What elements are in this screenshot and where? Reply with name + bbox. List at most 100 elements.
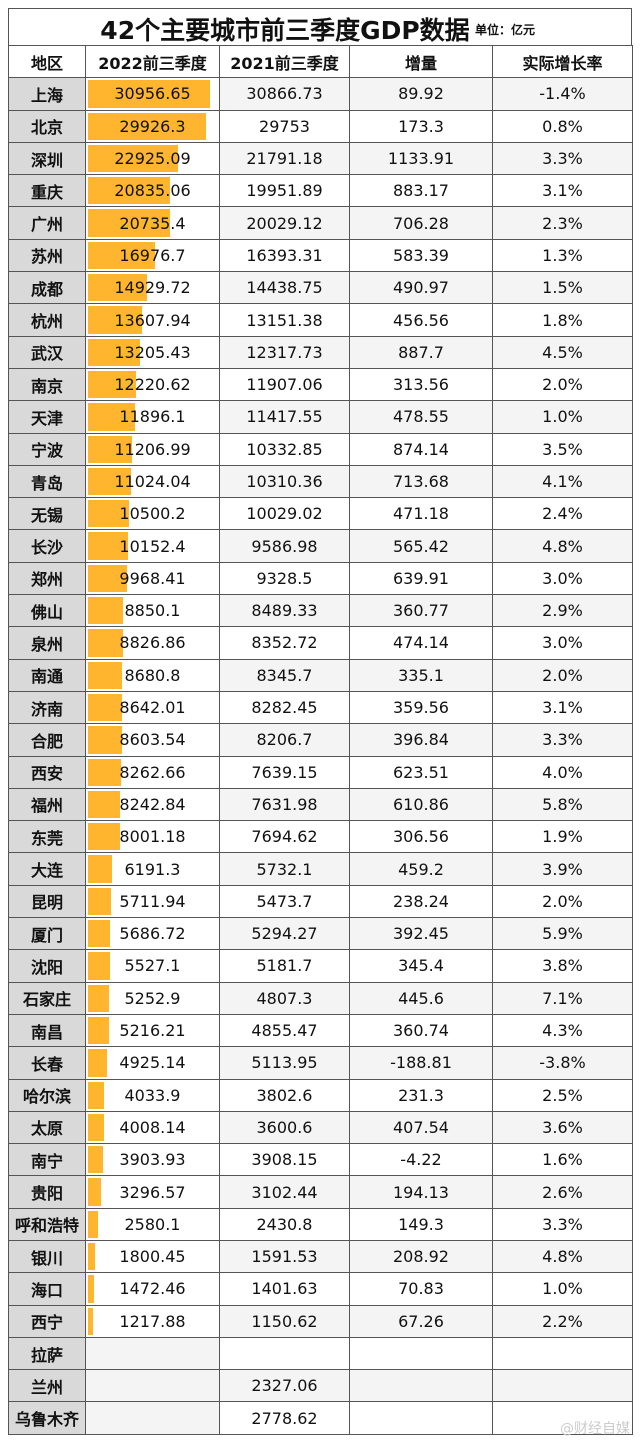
gdp-2022-bar <box>88 1275 94 1303</box>
region-cell: 东莞 <box>8 820 86 854</box>
gdp-2021-cell: 8345.7 <box>219 658 350 692</box>
region-cell: 兰州 <box>8 1369 86 1403</box>
gdp-2022-bar <box>88 1049 108 1077</box>
gdp-2021-cell: 8282.45 <box>219 690 350 725</box>
gdp-2021-cell: 2430.8 <box>219 1207 350 1241</box>
table-body: 上海 30956.65 30866.73 89.92 -1.4% 北京 29926.3 297… <box>8 77 633 1435</box>
gdp-2022-value: 5527.1 <box>124 956 181 976</box>
gdp-2022-cell: 4008.14 <box>85 1110 220 1145</box>
gdp-2022-bar <box>88 1081 104 1109</box>
increase-cell: -4.22 <box>349 1143 493 1177</box>
increase-cell: -188.81 <box>349 1046 493 1080</box>
growth-rate-cell: 1.6% <box>492 1143 633 1177</box>
gdp-2021-cell: 11417.55 <box>219 400 350 434</box>
table-row: 兰州 2327.06 <box>8 1369 633 1403</box>
gdp-2022-bar <box>88 1178 101 1206</box>
gdp-2021-cell: 13151.38 <box>219 303 350 337</box>
gdp-2022-cell: 8262.66 <box>85 755 220 789</box>
region-cell: 武汉 <box>8 335 86 369</box>
table-row: 福州 8242.84 7631.98 610.86 5.8% <box>8 787 633 822</box>
gdp-2022-cell: 14929.72 <box>85 271 220 305</box>
gdp-2021-cell: 20029.12 <box>219 206 350 240</box>
gdp-2022-cell: 2580.1 <box>85 1207 220 1241</box>
growth-rate-cell: -3.8% <box>492 1046 633 1080</box>
header-2021: 2021前三季度 <box>219 44 350 79</box>
gdp-2022-value: 10152.4 <box>119 536 186 556</box>
growth-rate-cell: 2.0% <box>492 658 633 692</box>
gdp-2022-value: 8603.54 <box>119 730 186 750</box>
region-cell: 上海 <box>8 77 86 111</box>
gdp-2022-cell: 29926.3 <box>85 109 220 143</box>
gdp-2021-cell: 5294.27 <box>219 917 350 951</box>
table-row: 拉萨 <box>8 1336 633 1371</box>
unit-label: 单位：亿元 <box>474 23 535 37</box>
header-2022: 2022前三季度 <box>85 44 220 79</box>
region-cell: 乌鲁木齐 <box>8 1401 86 1435</box>
table-row: 南昌 5216.21 4855.47 360.74 4.3% <box>8 1013 633 1048</box>
gdp-2021-cell: 9328.5 <box>219 561 350 596</box>
gdp-2022-cell: 9968.41 <box>85 561 220 596</box>
gdp-2022-value: 8826.86 <box>119 633 186 653</box>
gdp-2021-cell: 10332.85 <box>219 432 350 466</box>
table-row: 青岛 11024.04 10310.36 713.68 4.1% <box>8 464 633 499</box>
gdp-2022-value: 13607.94 <box>114 310 191 330</box>
increase-cell: 883.17 <box>349 174 493 208</box>
region-cell: 厦门 <box>8 917 86 951</box>
increase-cell: 208.92 <box>349 1239 493 1274</box>
gdp-2022-value: 29926.3 <box>119 116 186 136</box>
gdp-2022-value: 8262.66 <box>119 762 186 782</box>
increase-cell: 360.74 <box>349 1013 493 1048</box>
region-cell: 郑州 <box>8 561 86 596</box>
gdp-2022-cell: 8826.86 <box>85 626 220 660</box>
growth-rate-cell <box>492 1401 633 1435</box>
gdp-2022-bar <box>88 209 170 237</box>
growth-rate-cell: 3.0% <box>492 626 633 660</box>
gdp-2022-bar <box>88 984 109 1012</box>
gdp-2022-value: 10500.2 <box>119 504 186 524</box>
gdp-2022-bar <box>88 274 147 302</box>
table-row: 呼和浩特 2580.1 2430.8 149.3 3.3% <box>8 1207 633 1241</box>
region-cell: 合肥 <box>8 723 86 757</box>
gdp-2022-value: 22925.09 <box>114 149 191 169</box>
gdp-2022-cell: 5252.9 <box>85 981 220 1015</box>
increase-cell: 89.92 <box>349 77 493 111</box>
gdp-2022-cell: 20835.06 <box>85 174 220 208</box>
region-cell: 青岛 <box>8 464 86 499</box>
gdp-2022-value: 8001.18 <box>119 827 186 847</box>
gdp-2021-cell: 9586.98 <box>219 529 350 563</box>
gdp-2021-cell: 21791.18 <box>219 141 350 176</box>
gdp-2021-cell: 3802.6 <box>219 1078 350 1112</box>
region-cell: 泉州 <box>8 626 86 660</box>
gdp-2022-value: 3903.93 <box>119 1150 186 1170</box>
increase-cell: 67.26 <box>349 1304 493 1338</box>
gdp-2022-value: 30956.65 <box>114 84 191 104</box>
gdp-2022-cell: 30956.65 <box>85 77 220 111</box>
increase-cell: 456.56 <box>349 303 493 337</box>
table-row: 广州 20735.4 20029.12 706.28 2.3% <box>8 206 633 240</box>
gdp-2021-cell: 3908.15 <box>219 1143 350 1177</box>
title-row: 42个主要城市前三季度GDP数据 单位：亿元 <box>8 8 632 45</box>
table-row: 北京 29926.3 29753 173.3 0.8% <box>8 109 633 143</box>
increase-cell: 306.56 <box>349 820 493 854</box>
gdp-2022-value: 11896.1 <box>119 407 186 427</box>
increase-cell: 459.2 <box>349 852 493 886</box>
gdp-2022-value: 1472.46 <box>119 1279 186 1299</box>
gdp-2022-value: 12220.62 <box>114 375 191 395</box>
growth-rate-cell: 2.0% <box>492 367 633 402</box>
gdp-2022-bar <box>88 532 128 560</box>
gdp-2022-value: 8680.8 <box>124 665 181 685</box>
gdp-2021-cell: 7694.62 <box>219 820 350 854</box>
gdp-2021-cell: 5113.95 <box>219 1046 350 1080</box>
gdp-2022-bar <box>88 1113 104 1142</box>
gdp-2022-bar <box>88 435 133 463</box>
gdp-2022-cell: 4033.9 <box>85 1078 220 1112</box>
increase-cell: 238.24 <box>349 884 493 919</box>
gdp-2022-value: 20735.4 <box>119 213 186 233</box>
gdp-2022-cell <box>85 1401 220 1435</box>
growth-rate-cell: 2.4% <box>492 497 633 531</box>
table-row: 贵阳 3296.57 3102.44 194.13 2.6% <box>8 1175 633 1209</box>
increase-cell <box>349 1369 493 1403</box>
gdp-2022-bar <box>88 887 111 916</box>
table-row: 泉州 8826.86 8352.72 474.14 3.0% <box>8 626 633 660</box>
table-row: 佛山 8850.1 8489.33 360.77 2.9% <box>8 594 633 628</box>
